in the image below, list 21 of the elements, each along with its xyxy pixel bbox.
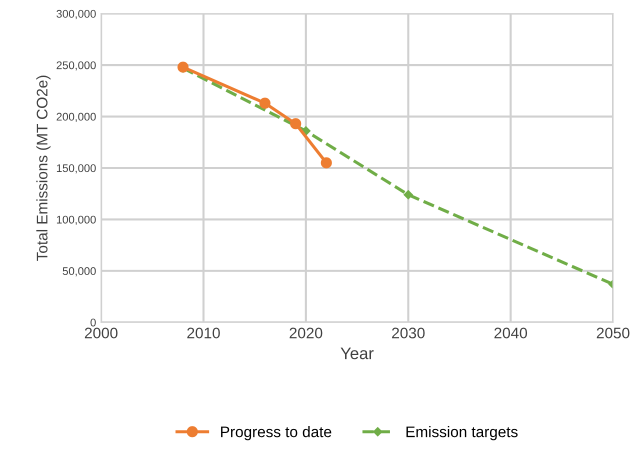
y-tick-label: 250,000 — [56, 61, 96, 71]
legend-label: Emission targets — [406, 426, 518, 440]
y-axis-title: Total Emissions (MT CO2e) — [36, 76, 51, 261]
y-tick-label: 0 — [90, 318, 96, 326]
x-tick-label: 2020 — [290, 328, 322, 338]
y-tick-label: 50,000 — [62, 267, 96, 276]
x-tick-label: 2010 — [187, 328, 220, 338]
x-tick-label: 2040 — [494, 328, 528, 338]
x-tick-label: 2030 — [392, 328, 425, 338]
x-tick-label: 2050 — [596, 328, 630, 338]
point — [404, 190, 413, 200]
x-tick-label: 2000 — [84, 328, 118, 338]
y-tick-label: 100,000 — [56, 216, 96, 225]
point — [259, 98, 270, 109]
y-tick-label: 150,000 — [56, 164, 96, 174]
legend-label: Progress to date — [221, 426, 332, 440]
x-axis-title: Year — [340, 348, 374, 360]
y-tick-label: 200,000 — [56, 112, 96, 122]
point — [290, 118, 302, 130]
y-tick-label: 300,000 — [56, 10, 96, 20]
point — [320, 157, 332, 168]
